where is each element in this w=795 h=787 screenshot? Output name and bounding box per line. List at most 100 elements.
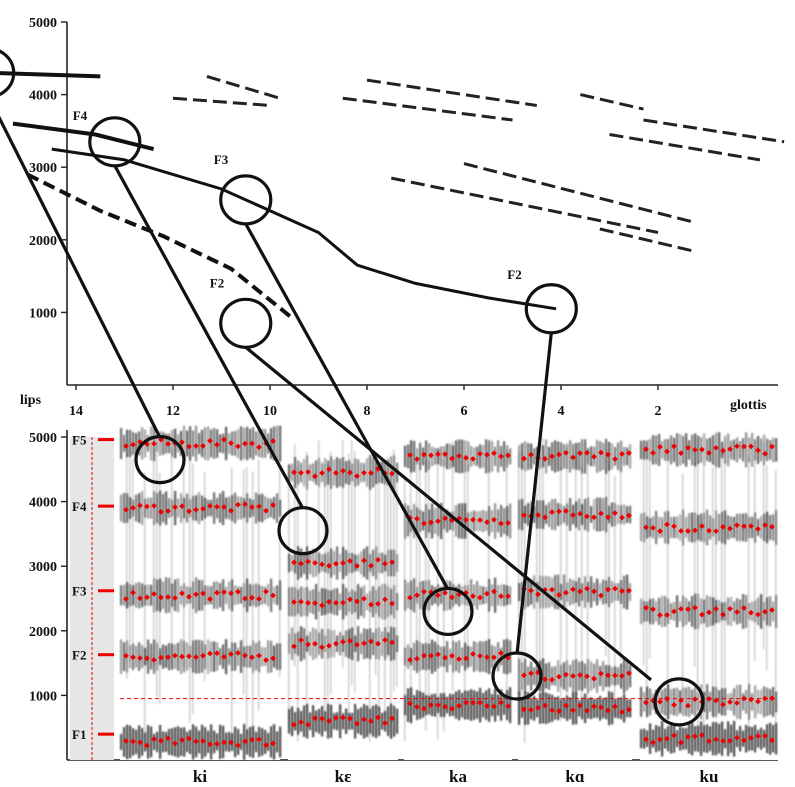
energy-stroke	[222, 433, 225, 454]
energy-stroke	[709, 515, 712, 540]
formant-track-dot	[326, 466, 332, 473]
formant-track-dot	[186, 653, 192, 660]
nomogram-x-ticks: 18161412108642	[69, 385, 662, 419]
highlight-circle	[422, 586, 474, 637]
formant-track-dot	[521, 455, 527, 462]
energy-stroke	[234, 642, 237, 671]
energy-stroke	[455, 440, 458, 473]
formant-track-dot	[186, 508, 192, 515]
formant-track-dot	[498, 520, 504, 527]
energy-stroke	[527, 577, 530, 607]
formant-track-dot	[643, 736, 649, 743]
formant-track-dot	[477, 653, 483, 659]
energy-stroke	[261, 493, 264, 523]
striation	[324, 464, 326, 722]
striation	[327, 464, 329, 730]
formant-track-dot	[470, 593, 476, 600]
formant-curve-f2	[26, 172, 296, 322]
striation	[575, 454, 577, 704]
energy-stroke	[584, 498, 587, 531]
striation	[667, 440, 669, 720]
striation	[384, 462, 386, 720]
striation	[620, 454, 622, 661]
formant-track-dot	[354, 641, 360, 648]
energy-stroke	[434, 641, 437, 672]
x-tick-label: 10	[263, 404, 277, 419]
formant-track-dot	[626, 450, 632, 456]
energy-stroke	[733, 601, 736, 622]
formant-track-dot	[755, 698, 761, 705]
energy-stroke	[201, 580, 204, 611]
striation	[581, 467, 583, 711]
formant-track-dot	[382, 637, 388, 643]
energy-stroke	[171, 430, 174, 457]
energy-stroke	[422, 692, 425, 718]
striation	[542, 437, 544, 701]
striation	[297, 466, 299, 742]
energy-stroke	[186, 430, 189, 457]
energy-stroke	[688, 723, 691, 754]
energy-stroke	[339, 553, 342, 572]
energy-stroke	[533, 575, 536, 609]
energy-stroke	[309, 551, 312, 575]
energy-stroke	[760, 727, 763, 750]
energy-stroke	[264, 729, 267, 754]
formant-track-dot	[179, 439, 185, 446]
energy-stroke	[207, 426, 210, 461]
formant-track-dot	[449, 653, 455, 659]
formant-track-dot	[755, 447, 761, 454]
energy-stroke	[168, 498, 171, 518]
energy-stroke	[339, 631, 342, 656]
striation	[416, 458, 418, 671]
energy-stroke	[228, 648, 231, 665]
energy-stroke	[291, 706, 294, 737]
energy-stroke	[407, 444, 410, 469]
energy-stroke	[240, 733, 243, 750]
formant-track-dot	[186, 735, 192, 742]
formant-track-dot	[407, 656, 413, 663]
striation	[437, 465, 439, 740]
formant-track-dot	[249, 594, 255, 601]
energy-stroke	[757, 597, 760, 626]
formant-track-dot	[713, 606, 719, 612]
formant-track-dot	[685, 734, 691, 740]
formant-row-label: F4	[72, 499, 87, 514]
energy-stroke	[596, 439, 599, 473]
formant-track-dot	[528, 707, 534, 713]
energy-stroke	[342, 713, 345, 730]
energy-stroke	[192, 724, 195, 760]
formant-track-dot	[414, 456, 420, 462]
energy-stroke	[602, 661, 605, 691]
energy-stroke	[357, 709, 360, 734]
energy-stroke	[509, 586, 512, 605]
energy-stroke	[769, 688, 772, 715]
formant-track-dot	[428, 652, 434, 659]
formant-track-dot	[333, 560, 339, 567]
energy-stroke	[611, 667, 614, 685]
formant-track-dot	[200, 505, 206, 512]
energy-stroke	[162, 581, 165, 609]
energy-stroke	[240, 496, 243, 520]
energy-stroke	[180, 585, 183, 605]
energy-stroke	[685, 597, 688, 625]
energy-stroke	[339, 593, 342, 611]
energy-stroke	[769, 596, 772, 627]
formant-track-dot	[442, 703, 448, 710]
energy-stroke	[455, 691, 458, 719]
formant-track-dot	[570, 512, 576, 518]
energy-stroke	[652, 435, 655, 465]
formant-track-dot	[312, 473, 318, 480]
formant-track-dot	[326, 642, 332, 649]
energy-stroke	[560, 442, 563, 471]
energy-stroke	[760, 689, 763, 715]
formant-track-dot	[340, 714, 346, 721]
formant-track-dot	[619, 673, 625, 679]
highlight-circle	[0, 49, 16, 96]
energy-stroke	[123, 434, 126, 452]
formant-track-dot	[312, 600, 318, 606]
formant-track-dot	[727, 737, 733, 744]
y-tick-label: 1000	[29, 689, 57, 704]
energy-stroke	[129, 725, 132, 759]
formant-track-dot	[685, 606, 691, 612]
